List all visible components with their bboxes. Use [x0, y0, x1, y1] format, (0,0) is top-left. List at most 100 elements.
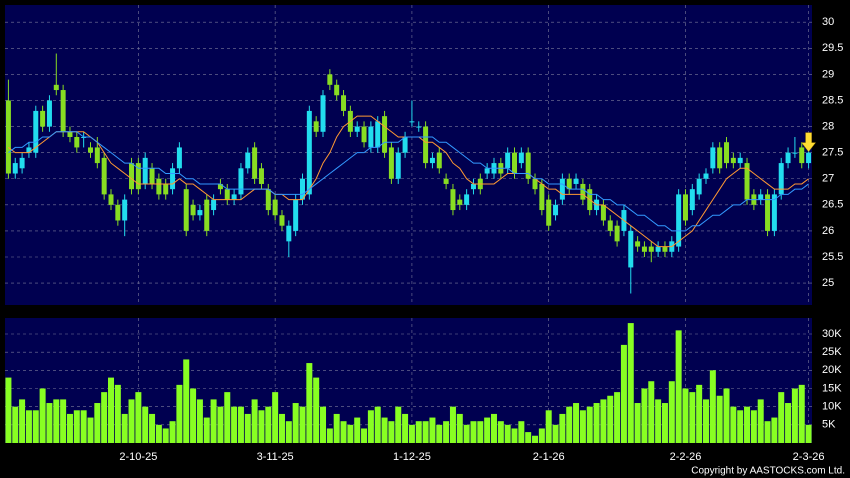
candle-body — [457, 199, 463, 205]
candle-body — [409, 121, 415, 123]
candle-body — [778, 163, 784, 195]
volume-bar — [757, 399, 764, 443]
volume-bar — [183, 359, 190, 443]
candle-body — [12, 163, 18, 174]
volume-bar — [155, 424, 162, 443]
volume-bar — [532, 435, 539, 443]
candle-body — [238, 168, 244, 195]
y-tick-label: 10K — [822, 401, 842, 413]
candle-body — [204, 199, 210, 231]
candle-body — [402, 137, 408, 153]
y-tick-label: 25 — [822, 277, 834, 289]
volume-bar — [237, 406, 244, 443]
candle-body — [744, 163, 750, 200]
candle-body — [122, 199, 128, 221]
candle-body — [758, 194, 764, 200]
candle-body — [512, 152, 518, 174]
volume-bar — [251, 399, 258, 443]
candle-body — [101, 157, 107, 195]
candle-body — [293, 199, 299, 231]
volume-bar — [66, 413, 73, 443]
volume-bar — [641, 388, 648, 443]
candle-body — [341, 95, 347, 111]
candle-body — [190, 204, 196, 216]
candle-body — [115, 204, 121, 221]
volume-bar — [737, 410, 744, 443]
volume-bar — [791, 388, 798, 443]
candle-body — [436, 152, 442, 169]
candle-body — [710, 147, 716, 169]
volume-bar — [162, 428, 169, 443]
candle-body — [470, 183, 476, 190]
volume-bar — [730, 406, 737, 443]
volume-bar — [723, 388, 730, 443]
copyright: Copyright by AASTOCKS.com Ltd. — [691, 466, 845, 477]
candle-body — [464, 194, 470, 205]
volume-bar — [477, 421, 484, 443]
volume-bar — [285, 421, 292, 443]
candle-body — [607, 220, 613, 231]
volume-bar — [600, 399, 607, 443]
x-tick-label: 2-3-26 — [793, 451, 825, 463]
candle-body — [737, 157, 743, 164]
y-tick-label: 28.5 — [822, 94, 843, 106]
volume-bar — [176, 384, 183, 443]
candle-body — [149, 168, 155, 184]
volume-bar — [313, 377, 320, 443]
volume-bar — [497, 421, 504, 443]
candle-body — [416, 126, 422, 128]
candle-body — [320, 95, 326, 132]
candle-body — [313, 121, 319, 132]
candle-body — [217, 183, 223, 190]
candle-body — [806, 152, 812, 164]
candle-body — [724, 142, 730, 164]
volume-bar — [374, 406, 381, 443]
volume-bar — [128, 399, 135, 443]
candle-body — [176, 147, 182, 169]
volume-bar — [326, 428, 333, 443]
candle-body — [231, 194, 237, 200]
volume-bar — [675, 330, 682, 443]
candle-body — [361, 126, 367, 143]
volume-bar — [716, 395, 723, 443]
candle-body — [46, 100, 52, 127]
volume-bar — [586, 406, 593, 443]
candle-body — [641, 246, 647, 252]
moving-average-line — [8, 131, 809, 232]
candle-body — [74, 137, 80, 148]
candle-body — [245, 152, 251, 169]
candle-body — [163, 183, 169, 195]
volume-bar — [231, 406, 238, 443]
candle-body — [94, 147, 100, 164]
volume-bar — [764, 421, 771, 443]
volume-bar — [490, 413, 497, 443]
candle-body — [108, 194, 114, 205]
volume-bar — [750, 410, 757, 443]
volume-bar — [367, 410, 374, 443]
volume-bar — [19, 399, 26, 443]
volume-bar — [25, 410, 32, 443]
candle-body — [662, 246, 668, 252]
volume-bar — [53, 399, 60, 443]
volume-bar — [655, 399, 662, 443]
candle-body — [135, 163, 141, 190]
candle-body — [648, 246, 654, 252]
volume-bar — [32, 410, 39, 443]
candle-body — [156, 178, 162, 195]
candle-body — [799, 147, 805, 164]
candle-body — [279, 215, 285, 226]
volume-bar — [39, 388, 46, 443]
volume-bar — [518, 421, 525, 443]
candle-body — [573, 178, 579, 184]
candle-body — [334, 84, 340, 96]
signal-arrow — [801, 132, 817, 153]
candle-body — [211, 199, 217, 211]
candle-body — [730, 157, 736, 164]
volume-bar — [620, 344, 627, 443]
volume-bar — [689, 392, 696, 443]
candle-body — [265, 189, 271, 211]
volume-bar — [661, 403, 668, 443]
volume-bar — [121, 413, 128, 443]
volume-bar — [60, 399, 67, 443]
candle-body — [703, 173, 709, 179]
